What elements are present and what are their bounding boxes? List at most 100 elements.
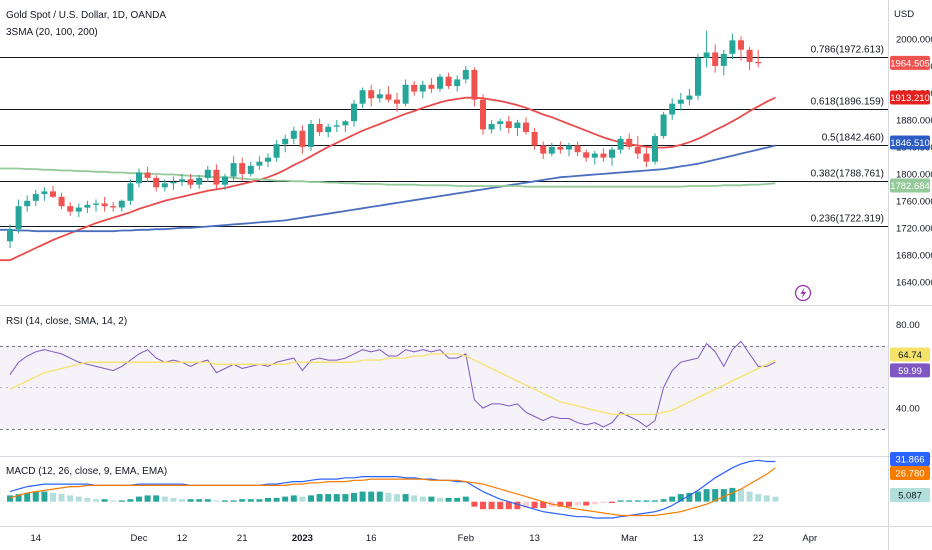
macd-histogram-bar: [505, 501, 512, 510]
candle: [170, 176, 177, 190]
time-axis[interactable]: 14 Dec 12 21 2023 16 Feb 13 Mar 13 22 Apr: [31, 533, 818, 544]
time-axis-tick-label: 22: [753, 533, 764, 544]
macd-histogram-bar: [695, 491, 701, 502]
macd-histogram-bar: [153, 495, 160, 502]
macd-histogram-bar: [24, 492, 31, 502]
price-tag: 1964.505: [890, 55, 930, 70]
price-tag: 5.087: [890, 488, 930, 502]
candle: [540, 141, 547, 159]
fib-retracement-layer[interactable]: 0.786(1972.613) 0.618(1896.159) 0.5(1842.4…: [0, 45, 888, 227]
candle: [239, 157, 246, 181]
macd-histogram-bar: [110, 500, 117, 502]
macd-histogram-bar: [394, 494, 400, 502]
macd-histogram-bar: [497, 501, 504, 510]
price-tag: 1782.684: [890, 178, 930, 193]
macd-histogram-bar: [290, 495, 297, 502]
time-axis-tick-label: Apr: [802, 533, 817, 544]
macd-histogram-bar: [703, 489, 710, 502]
currency-label[interactable]: USD: [894, 9, 914, 20]
macd-histogram-bar: [634, 500, 641, 502]
candle: [15, 199, 22, 234]
rsi-indicator-title[interactable]: RSI (14, close, SMA, 14, 2): [6, 316, 127, 327]
sma-indicator-title[interactable]: 3SMA (20, 100, 200): [6, 27, 98, 38]
candle: [153, 175, 160, 192]
candle: [32, 190, 39, 207]
macd-histogram-bar: [445, 497, 452, 502]
candle: [161, 179, 168, 192]
candle: [746, 47, 753, 70]
macd-histogram-bar: [15, 494, 22, 502]
candle: [660, 111, 667, 139]
macd-histogram-bar: [428, 496, 435, 502]
candle: [376, 88, 383, 103]
macd-histogram-bar: [93, 499, 99, 502]
candle: [342, 119, 349, 132]
candle: [290, 126, 297, 145]
macd-histogram-bar: [772, 496, 779, 502]
macd-histogram-bar: [58, 494, 65, 502]
macd-histogram-bar: [41, 491, 48, 502]
svg-text:64.74: 64.74: [898, 350, 922, 361]
macd-histogram-bar: [402, 494, 409, 502]
price-tag: 31.866: [890, 452, 930, 466]
macd-histogram-bar: [566, 501, 572, 507]
candle: [67, 202, 74, 216]
candle: [144, 167, 151, 182]
macd-layer: [7, 459, 779, 519]
price-axis-tick-label: 2000.000: [896, 35, 932, 46]
macd-histogram-bar: [626, 500, 633, 502]
macd-histogram-bar: [273, 497, 280, 502]
macd-histogram-bar: [660, 499, 667, 502]
sma-line-200: [0, 167, 776, 188]
svg-text:1846.510: 1846.510: [890, 138, 930, 149]
macd-histogram-bar: [247, 499, 254, 502]
fib-level-label: 0.786(1972.613): [811, 45, 884, 56]
macd-histogram-bar: [316, 494, 323, 502]
macd-indicator-title[interactable]: MACD (12, 26, close, 9, EMA, EMA): [6, 466, 167, 477]
candle: [695, 53, 701, 100]
rsi-axis-tick-label: 40.00: [896, 404, 920, 415]
candle: [462, 66, 469, 84]
macd-histogram-bar: [256, 499, 263, 502]
macd-histogram-bar: [557, 501, 564, 507]
fib-level-label: 0.5(1842.460): [822, 133, 884, 144]
macd-histogram-bar: [333, 494, 340, 502]
rsi-ma-line: [9, 353, 776, 416]
candle: [7, 224, 13, 248]
candle: [351, 99, 357, 127]
price-tags: 1964.505 1913.210 1846.510 1782.684 64.74 59.…: [890, 55, 930, 502]
time-axis-tick-label: 12: [177, 533, 188, 544]
candle: [316, 118, 323, 137]
price-axis-tick-label: 1640.000: [896, 277, 932, 288]
candle: [531, 128, 538, 150]
macd-histogram-bar: [204, 499, 211, 502]
macd-histogram-bar: [755, 494, 762, 502]
candle: [359, 87, 366, 108]
candle: [118, 199, 125, 212]
candle: [265, 153, 271, 168]
candle: [75, 203, 82, 217]
time-axis-tick-label: Mar: [621, 533, 637, 544]
time-axis-tick-label: 2023: [292, 533, 313, 544]
candle: [101, 196, 108, 212]
macd-histogram-bar: [325, 494, 332, 502]
candle: [179, 173, 185, 186]
macd-histogram-bar: [222, 500, 228, 502]
symbol-title[interactable]: Gold Spot / U.S. Dollar, 1D, OANDA: [6, 10, 166, 21]
svg-text:1782.684: 1782.684: [890, 181, 930, 192]
price-axis-tick-label: 1800.000: [896, 169, 932, 180]
candle: [333, 119, 340, 132]
macd-histogram-bar: [488, 501, 495, 510]
lightning-icon[interactable]: [794, 284, 812, 302]
macd-histogram-bar: [677, 494, 684, 502]
svg-text:1964.505: 1964.505: [890, 58, 930, 69]
candle: [50, 186, 56, 199]
price-tag: 1846.510: [890, 135, 930, 150]
macd-histogram-bar: [75, 496, 82, 502]
candle: [282, 134, 289, 153]
time-axis-tick-label: 13: [693, 533, 704, 544]
macd-histogram-bar: [351, 492, 357, 502]
macd-histogram-bar: [454, 497, 461, 502]
